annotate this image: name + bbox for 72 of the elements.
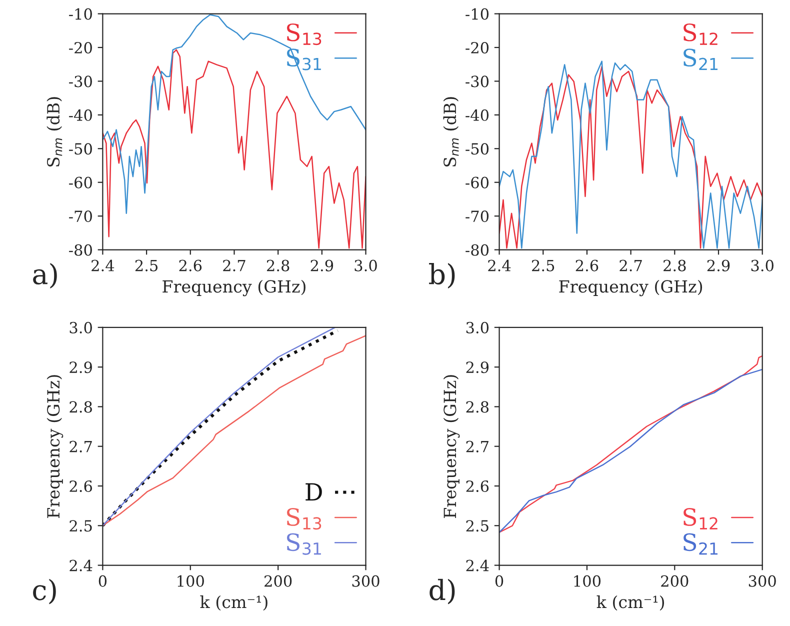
x-axis-title: k (cm⁻¹) — [596, 595, 664, 611]
legend-label: S$_{13}$ — [287, 23, 322, 46]
x-tick-label: 2.8 — [664, 260, 686, 272]
legend-label: D — [306, 483, 322, 500]
x-tick-label: 2.7 — [620, 260, 642, 272]
y-tick-label: -40 — [466, 109, 489, 121]
y-tick-label: 2.4 — [466, 560, 489, 572]
y-tick-label: 3.0 — [466, 322, 489, 334]
y-tick-label: 2.8 — [70, 401, 92, 413]
y-tick-label: 2.9 — [70, 362, 92, 374]
y-tick-label: 3.0 — [70, 322, 92, 334]
text: d) — [430, 578, 455, 604]
y-tick-label: -20 — [69, 42, 92, 54]
y-tick-label: 2.7 — [70, 440, 92, 452]
x-tick-label: 2.8 — [266, 260, 290, 272]
x-tick-label: 2.4 — [488, 260, 511, 272]
text: c) — [33, 578, 56, 604]
x-tick-label: 2.5 — [532, 260, 554, 272]
y-tick-label: -80 — [466, 244, 489, 256]
legend-label: S$_{12}$ — [684, 508, 718, 530]
x-tick-label: 100 — [574, 575, 601, 587]
x-tick-label: 200 — [661, 575, 688, 587]
y-tick-label: 2.6 — [70, 480, 92, 492]
y-tick-label: -40 — [69, 109, 92, 121]
x-tick-label: 2.4 — [92, 260, 114, 272]
text: a) — [33, 263, 57, 288]
y-axis-title: Frequency (GHz) — [46, 375, 64, 518]
x-tick-label: 300 — [748, 575, 776, 587]
x-tick-label: 100 — [178, 575, 204, 587]
y-axis-title: S$_{nm}$ (dB) — [443, 97, 459, 166]
x-tick-label: 2.6 — [576, 260, 598, 272]
x-tick-label: 300 — [352, 575, 380, 587]
x-tick-label: 2.9 — [310, 260, 334, 272]
legend-label: S$_{13}$ — [287, 508, 322, 530]
y-tick-label: -60 — [466, 176, 489, 188]
y-tick-label: 2.8 — [466, 401, 489, 413]
y-tick-label: -30 — [69, 76, 92, 88]
y-tick-label: -30 — [466, 76, 489, 88]
y-tick-label: -70 — [69, 210, 92, 222]
y-tick-label: -10 — [69, 8, 92, 20]
x-axis-title: Frequency (GHz) — [162, 280, 306, 296]
x-tick-label: 2.5 — [135, 260, 158, 272]
x-tick-label: 3.0 — [751, 260, 774, 272]
y-tick-label: 2.9 — [466, 362, 489, 374]
x-tick-label: 2.7 — [223, 260, 246, 272]
text: b) — [429, 263, 455, 288]
x-tick-label: 3.0 — [354, 260, 377, 272]
x-tick-label: 2.9 — [707, 260, 730, 272]
y-tick-label: -20 — [466, 42, 489, 54]
legend-label: S$_{21}$ — [684, 48, 718, 70]
y-axis-title: Frequency (GHz) — [443, 375, 460, 518]
x-tick-label: 200 — [264, 575, 292, 587]
x-tick-label: 2.6 — [179, 260, 202, 272]
y-tick-label: 2.5 — [70, 520, 92, 532]
x-tick-label: 0 — [98, 575, 107, 587]
y-tick-label: 2.5 — [466, 520, 488, 532]
y-tick-label: -50 — [466, 143, 489, 155]
legend-label: S$_{21}$ — [684, 533, 718, 555]
y-tick-label: -60 — [69, 176, 92, 188]
y-tick-label: -50 — [69, 143, 92, 155]
x-axis-title: k (cm⁻¹) — [200, 595, 268, 611]
y-tick-label: -10 — [466, 8, 489, 20]
y-axis-title: S$_{nm}$ (dB) — [46, 97, 62, 166]
x-tick-label: 0 — [495, 575, 504, 587]
y-tick-label: -80 — [69, 244, 92, 256]
legend-label: S$_{12}$ — [684, 23, 718, 45]
y-tick-label: 2.6 — [466, 480, 489, 492]
y-tick-label: 2.4 — [70, 560, 92, 572]
legend-label: S$_{31}$ — [287, 533, 321, 555]
x-axis-title: Frequency (GHz) — [559, 280, 702, 296]
y-tick-label: -70 — [466, 210, 489, 222]
y-tick-label: 2.7 — [466, 440, 488, 452]
